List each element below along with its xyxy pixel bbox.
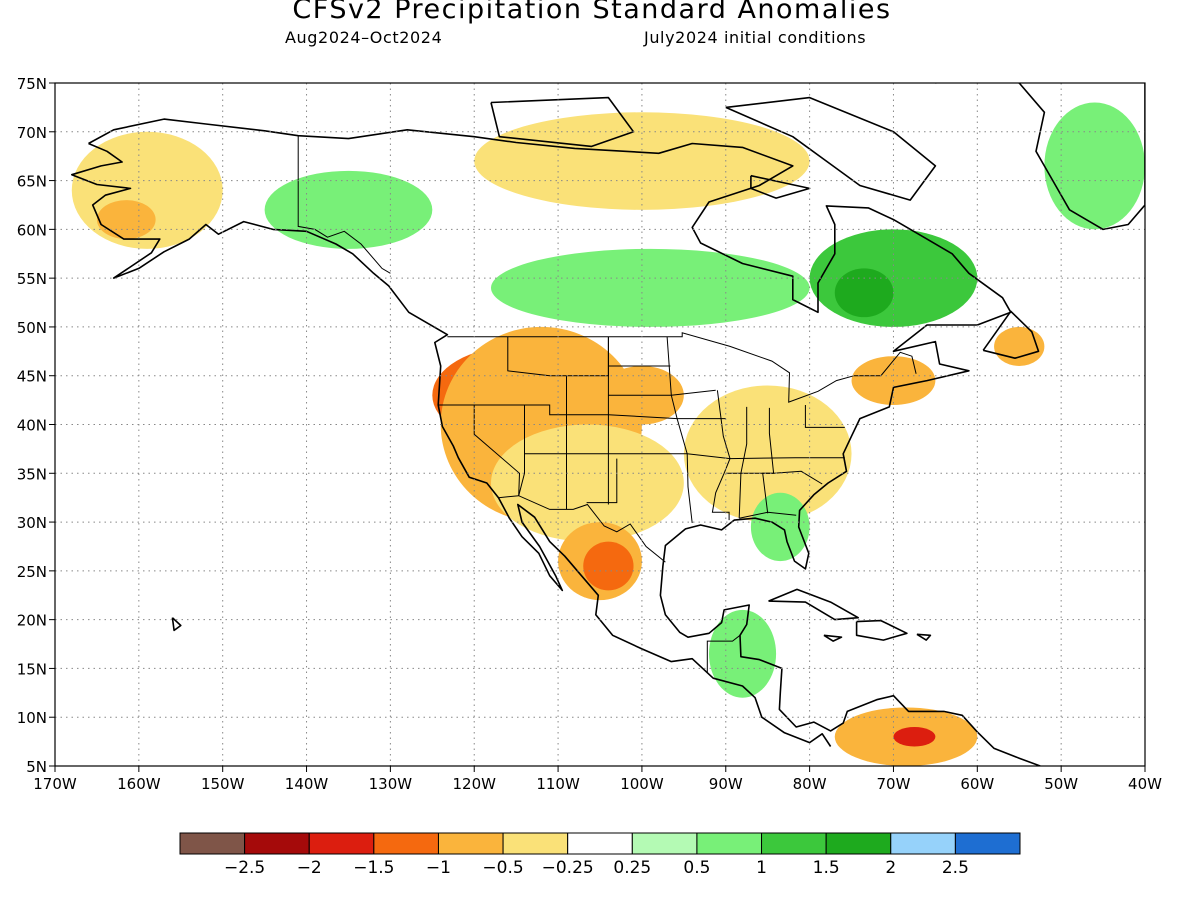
anomaly-region-quebec-wet-core (834, 268, 894, 318)
lon-tick-label: 120W (452, 775, 496, 793)
us-mexico-border (498, 495, 666, 563)
us-state-line-lon-91 (711, 390, 731, 521)
jamaica-coastline (823, 634, 843, 642)
hawaii-coastline (171, 617, 182, 632)
colorbar-swatch (437, 832, 504, 855)
anomaly-region-central-america-wet (709, 609, 777, 698)
lat-tick-label: 60N (17, 221, 47, 239)
lat-tick-label: 70N (17, 124, 47, 142)
anomaly-region-alaska-west-coast-dry (96, 200, 156, 240)
lon-tick-label: 100W (620, 775, 664, 793)
guatemala-mexico-border (706, 634, 741, 673)
greenland-coastline (935, 83, 1145, 231)
lon-tick-label: 150W (201, 775, 245, 793)
colorbar-swatch (244, 832, 310, 855)
lon-tick-label: 90W (709, 775, 743, 793)
colorbar-swatch (954, 832, 1021, 855)
colorbar-swatch (179, 832, 246, 855)
political-borders-layer (297, 135, 917, 673)
lat-tick-label: 50N (17, 319, 47, 337)
colorbar-label: −0.5 (482, 858, 523, 878)
colorbar-swatch (373, 832, 439, 855)
anomaly-region-greenland-wet (1044, 102, 1145, 230)
us-state-line-lon-97 (666, 336, 693, 524)
puerto-rico-coastline (916, 633, 932, 641)
anomaly-region-central-canada-wet (491, 248, 810, 327)
us-state-line-lon-80 (804, 405, 845, 428)
colorbar-label: 0.5 (683, 858, 710, 878)
us-state-line-lat-43 (608, 389, 716, 396)
colorbar-label: −1.5 (353, 858, 394, 878)
colorbar-label: 2 (885, 858, 896, 878)
us-state-line-lat-41 (439, 404, 726, 420)
lat-tick-label: 35N (17, 465, 47, 483)
lat-tick-label: 75N (17, 75, 47, 93)
colorbar-label: 2.5 (942, 858, 969, 878)
map-title: CFSv2 Precipitation Standard Anomalies (292, 0, 892, 25)
southampton-island-coastline (750, 174, 811, 199)
colorbar-swatch (631, 832, 698, 855)
newfoundland-coastline (982, 310, 1040, 359)
colorbar-label: 1.5 (813, 858, 840, 878)
lat-tick-label: 40N (17, 417, 47, 435)
us-state-line-lon-114 (518, 405, 525, 496)
colorbar-label: −1 (426, 858, 451, 878)
lon-tick-label: 60W (960, 775, 994, 793)
lat-tick-label: 5N (26, 758, 47, 776)
initial-conditions: July2024 initial conditions (644, 28, 867, 47)
colorbar-swatch (761, 832, 827, 855)
colorbar-swatch (502, 832, 569, 855)
anomaly-region-yukon-wet (264, 170, 433, 249)
lon-tick-label: 80W (793, 775, 827, 793)
us-canada-border (447, 332, 917, 403)
us-state-line-lat-31 (739, 511, 797, 519)
lon-tick-label: 40W (1128, 775, 1162, 793)
lat-lon-grid (55, 83, 1145, 766)
pacific-coastline (71, 142, 832, 747)
lat-tick-label: 25N (17, 563, 47, 581)
lat-tick-label: 20N (17, 612, 47, 630)
lat-tick-label: 10N (17, 709, 47, 727)
colorbar-label: 1 (756, 858, 767, 878)
lon-tick-label: 50W (1044, 775, 1078, 793)
lat-tick-label: 30N (17, 514, 47, 532)
hispaniola-coastline (855, 619, 908, 641)
lon-tick-label: 70W (877, 775, 911, 793)
lon-tick-label: 170W (33, 775, 77, 793)
us-state-line-lat-35 (725, 470, 823, 485)
north-america-coastline (88, 118, 1041, 766)
colorbar-label: −0.25 (542, 858, 594, 878)
colorbar-swatch (567, 832, 633, 855)
colorbar-swatch (308, 832, 375, 855)
lat-tick-label: 45N (17, 368, 47, 386)
lat-tick-label: 55N (17, 270, 47, 288)
victoria-island-coastline (490, 96, 635, 148)
forecast-period: Aug2024–Oct2024 (285, 28, 443, 47)
colorbar-swatch (890, 832, 956, 855)
lon-tick-label: 140W (285, 775, 329, 793)
lat-tick-label: 65N (17, 173, 47, 191)
lon-tick-label: 130W (369, 775, 413, 793)
cuba-coastline (768, 588, 859, 621)
colorbar: −2.5 −2 −1.5 −1 −0.5 −0.25 0.25 0.5 1 1.5 2 2.5 (179, 832, 1021, 878)
lon-tick-label: 160W (117, 775, 161, 793)
lon-tick-label: 110W (536, 775, 580, 793)
alaska-canada-border (297, 135, 391, 274)
colorbar-swatch (825, 832, 892, 855)
coastline-layer (71, 83, 1145, 766)
anomaly-region-sierra-madre-dry-core (583, 541, 634, 591)
us-state-line-lon-85 (738, 406, 748, 519)
anomaly-region-venezuela-dry-core (893, 726, 936, 747)
colorbar-label: −2 (297, 858, 322, 878)
lat-tick-label: 15N (17, 660, 47, 678)
colorbar-swatch (696, 832, 763, 855)
colorbar-label: 0.25 (613, 858, 651, 878)
baffin-island-coastline (725, 96, 937, 201)
colorbar-label: −2.5 (224, 858, 265, 878)
map-axes: 170W 160W 150W 140W 130W 120W 110W 100W 90W 80W 70… (17, 75, 1162, 793)
